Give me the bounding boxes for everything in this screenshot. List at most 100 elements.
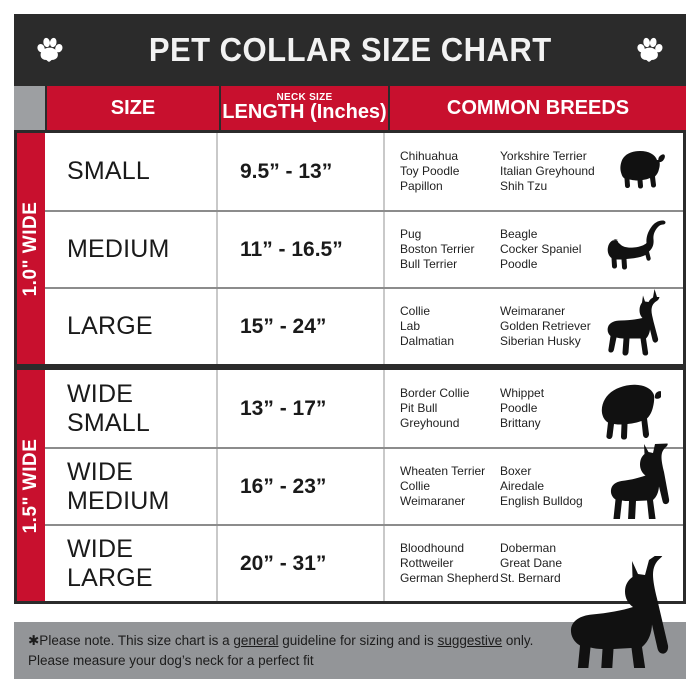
breed-item: Rottweiler: [400, 556, 454, 570]
breed-column-1: Wheaten Terrier Collie Weimaraner: [400, 464, 500, 509]
size-label-line2: MEDIUM: [67, 486, 170, 515]
cell-breeds: Pug Boston Terrier Bull Terrier Beagle C…: [385, 212, 683, 287]
size-label-line1: WIDE: [67, 379, 134, 408]
cell-length: 13” - 17”: [218, 370, 385, 447]
breed-item: Weimaraner: [500, 304, 566, 318]
pet-collar-size-chart: PET COLLAR SIZE CHART SIZE NECK SIZE LEN…: [14, 14, 686, 686]
breed-column-1: Chihuahua Toy Poodle Papillon: [400, 149, 500, 194]
group-rows: SMALL 9.5” - 13” Chihuahua Toy Poodle Pa…: [45, 133, 683, 364]
cell-size: SMALL: [45, 133, 218, 210]
cell-breeds: Chihuahua Toy Poodle Papillon Yorkshire …: [385, 133, 683, 210]
header-corner-cell: [14, 86, 45, 130]
breed-column-1: Pug Boston Terrier Bull Terrier: [400, 227, 500, 272]
footer-underline-suggestive: suggestive: [437, 633, 503, 648]
breed-item: Papillon: [400, 179, 443, 193]
size-label-line1: MEDIUM: [67, 235, 170, 263]
cell-length: 15” - 24”: [218, 289, 385, 364]
size-label-line1: WIDE: [67, 457, 134, 486]
breed-item: Chihuahua: [400, 149, 459, 163]
pomeranian-silhouette-icon: [609, 145, 669, 202]
size-group-1-inch: 1.0" WIDE SMALL 9.5” - 13” Chihuahua Toy…: [14, 130, 686, 367]
paw-print-icon: [634, 35, 664, 65]
breed-item: Shih Tzu: [500, 179, 548, 193]
cell-breeds: Border Collie Pit Bull Greyhound Whippet…: [385, 370, 683, 447]
breed-item: Lab: [400, 319, 421, 333]
cell-size: LARGE: [45, 289, 218, 364]
cell-size: MEDIUM: [45, 212, 218, 287]
breed-item: Border Collie: [400, 386, 470, 400]
cell-size: WIDE LARGE: [45, 526, 218, 601]
table-row[interactable]: SMALL 9.5” - 13” Chihuahua Toy Poodle Pa…: [45, 133, 683, 210]
breed-item: Yorkshire Terrier: [500, 149, 587, 163]
size-label-line2: LARGE: [67, 563, 153, 592]
breed-column-1: Collie Lab Dalmatian: [400, 304, 500, 349]
pitbull-silhouette-icon: [605, 441, 677, 524]
breed-item: Whippet: [500, 386, 545, 400]
table-row[interactable]: LARGE 15” - 24” Collie Lab Dalmatian Wei…: [45, 287, 683, 364]
cell-size: WIDE SMALL: [45, 370, 218, 447]
breed-item: Golden Retriever: [500, 319, 591, 333]
cell-length: 11” - 16.5”: [218, 212, 385, 287]
breed-item: Weimaraner: [400, 494, 466, 508]
size-label-line2: SMALL: [67, 408, 150, 437]
breed-item: Brittany: [500, 416, 541, 430]
breed-item: Cocker Spaniel: [500, 242, 582, 256]
breed-item: English Bulldog: [500, 494, 583, 508]
group-rows: WIDE SMALL 13” - 17” Border Collie Pit B…: [45, 370, 683, 601]
footer-text-c: only.: [502, 633, 534, 648]
footer-note: ✱Please note. This size chart is a gener…: [14, 622, 686, 679]
chart-title-bar: PET COLLAR SIZE CHART: [14, 14, 686, 86]
breed-item: Italian Greyhound: [500, 164, 595, 178]
size-label-line1: SMALL: [67, 157, 150, 185]
group-label-text: 1.5" WIDE: [20, 438, 41, 533]
breed-column-2: Beagle Cocker Spaniel Poodle: [500, 227, 612, 272]
breed-column-2: Yorkshire Terrier Italian Greyhound Shih…: [500, 149, 612, 194]
cell-length: 16” - 23”: [218, 449, 385, 524]
breed-item: Boxer: [500, 464, 532, 478]
breed-item: Doberman: [500, 541, 557, 555]
paw-print-icon: [34, 35, 64, 65]
breed-item: St. Bernard: [500, 571, 561, 585]
breed-item: Great Dane: [500, 556, 563, 570]
table-row[interactable]: WIDE MEDIUM 16” - 23” Wheaten Terrier Co…: [45, 443, 683, 524]
footer-line-2: Please measure your dog’s neck for a per…: [28, 653, 314, 668]
footer-text-a: ✱Please note. This size chart is a: [28, 633, 234, 648]
group-label-text: 1.0" WIDE: [20, 201, 41, 296]
table-header-row: SIZE NECK SIZE LENGTH (Inches) COMMON BR…: [14, 86, 686, 130]
shepherd-silhouette-icon: [605, 288, 677, 361]
breed-item: Pit Bull: [400, 401, 438, 415]
breed-item: Toy Poodle: [400, 164, 460, 178]
breed-item: Poodle: [500, 257, 538, 271]
breed-item: Airedale: [500, 479, 545, 493]
column-header-length-inches: LENGTH (Inches): [222, 101, 387, 123]
size-label-line1: WIDE: [67, 534, 134, 563]
cell-breeds: Bloodhound Rottweiler German Shepherd Do…: [385, 526, 683, 601]
breed-item: Beagle: [500, 227, 538, 241]
cell-length: 20” - 31”: [218, 526, 385, 601]
column-header-size: SIZE: [47, 86, 219, 130]
cell-size: WIDE MEDIUM: [45, 449, 218, 524]
table-row[interactable]: WIDE SMALL 13” - 17” Border Collie Pit B…: [45, 370, 683, 447]
column-header-neck-size: NECK SIZE: [276, 92, 333, 103]
column-header-length: NECK SIZE LENGTH (Inches): [221, 86, 388, 130]
breed-item: Bull Terrier: [400, 257, 458, 271]
breed-column-2: Doberman Great Dane St. Bernard: [500, 541, 612, 586]
group-label-1-inch-wide: 1.0" WIDE: [17, 133, 45, 364]
page-title: PET COLLAR SIZE CHART: [148, 31, 552, 68]
breed-column-2: Whippet Poodle Brittany: [500, 386, 612, 431]
table-row[interactable]: WIDE LARGE 20” - 31” Bloodhound Rottweil…: [45, 524, 683, 601]
footer-line-1: ✱Please note. This size chart is a gener…: [28, 631, 686, 651]
breed-item: Poodle: [500, 401, 538, 415]
breed-item: Collie: [400, 304, 431, 318]
size-label-line1: LARGE: [67, 312, 153, 340]
table-row[interactable]: MEDIUM 11” - 16.5” Pug Boston Terrier Bu…: [45, 210, 683, 287]
footer-text-b: guideline for sizing and is: [278, 633, 438, 648]
breed-column-1: Bloodhound Rottweiler German Shepherd: [400, 541, 500, 586]
cell-breeds: Collie Lab Dalmatian Weimaraner Golden R…: [385, 289, 683, 364]
cell-length: 9.5” - 13”: [218, 133, 385, 210]
breed-item: Collie: [400, 479, 431, 493]
breed-item: Bloodhound: [400, 541, 465, 555]
breed-item: Greyhound: [400, 416, 460, 430]
cell-breeds: Wheaten Terrier Collie Weimaraner Boxer …: [385, 443, 683, 524]
breed-item: German Shepherd: [400, 571, 499, 585]
